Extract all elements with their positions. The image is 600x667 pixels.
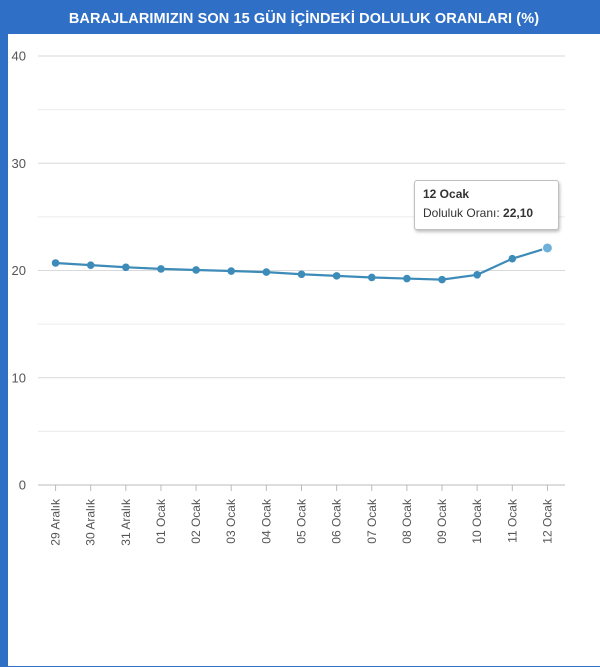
data-point xyxy=(297,270,306,279)
x-tick-label: 31 Aralık xyxy=(119,498,133,546)
y-tick-label: 20 xyxy=(12,263,26,278)
x-tick-label: 02 Ocak xyxy=(189,498,203,544)
x-tick-label: 06 Ocak xyxy=(330,498,344,544)
data-tooltip: 12 Ocak Doluluk Oranı: 22,10 xyxy=(414,180,559,230)
data-point xyxy=(192,266,200,274)
y-tick-label: 30 xyxy=(12,156,26,171)
x-tick-label: 07 Ocak xyxy=(365,498,379,544)
data-point xyxy=(438,275,446,284)
x-tick-label: 12 Ocak xyxy=(540,498,554,544)
data-point xyxy=(403,274,411,283)
data-point xyxy=(367,273,376,282)
x-tick-label: 30 Aralık xyxy=(84,498,98,546)
plot-area xyxy=(8,34,600,666)
data-point xyxy=(122,263,130,272)
data-point xyxy=(508,254,517,263)
x-tick-label: 04 Ocak xyxy=(259,498,273,544)
x-tick-label: 03 Ocak xyxy=(224,498,238,544)
data-point xyxy=(51,259,60,267)
x-tick-label: 29 Aralık xyxy=(49,498,63,546)
tooltip-value: 22,10 xyxy=(503,206,534,220)
data-point xyxy=(86,261,95,269)
chart-title: BARAJLARIMIZIN SON 15 GÜN İÇİNDEKİ DOLUL… xyxy=(68,11,540,27)
y-tick-label: 40 xyxy=(12,49,26,64)
y-tick-label: 0 xyxy=(19,478,26,493)
x-tick-label: 08 Ocak xyxy=(400,498,414,544)
x-tick-label: 05 Ocak xyxy=(295,498,309,544)
tooltip-title: 12 Ocak xyxy=(423,187,470,201)
x-tick-label: 11 Ocak xyxy=(505,498,519,543)
tooltip-body: Doluluk Oranı: 22,10 xyxy=(423,206,550,220)
data-point xyxy=(332,272,341,280)
x-tick-label: 09 Ocak xyxy=(435,498,449,544)
data-point xyxy=(157,265,165,273)
data-point xyxy=(262,268,271,276)
tooltip-label: Doluluk Oranı: xyxy=(423,206,500,220)
x-tick-label: 10 Ocak xyxy=(470,498,484,544)
y-tick-label: 10 xyxy=(12,370,26,385)
data-point xyxy=(541,242,553,254)
x-tick-label: 01 Ocak xyxy=(154,498,168,544)
data-point xyxy=(473,270,481,279)
data-point xyxy=(227,267,236,275)
